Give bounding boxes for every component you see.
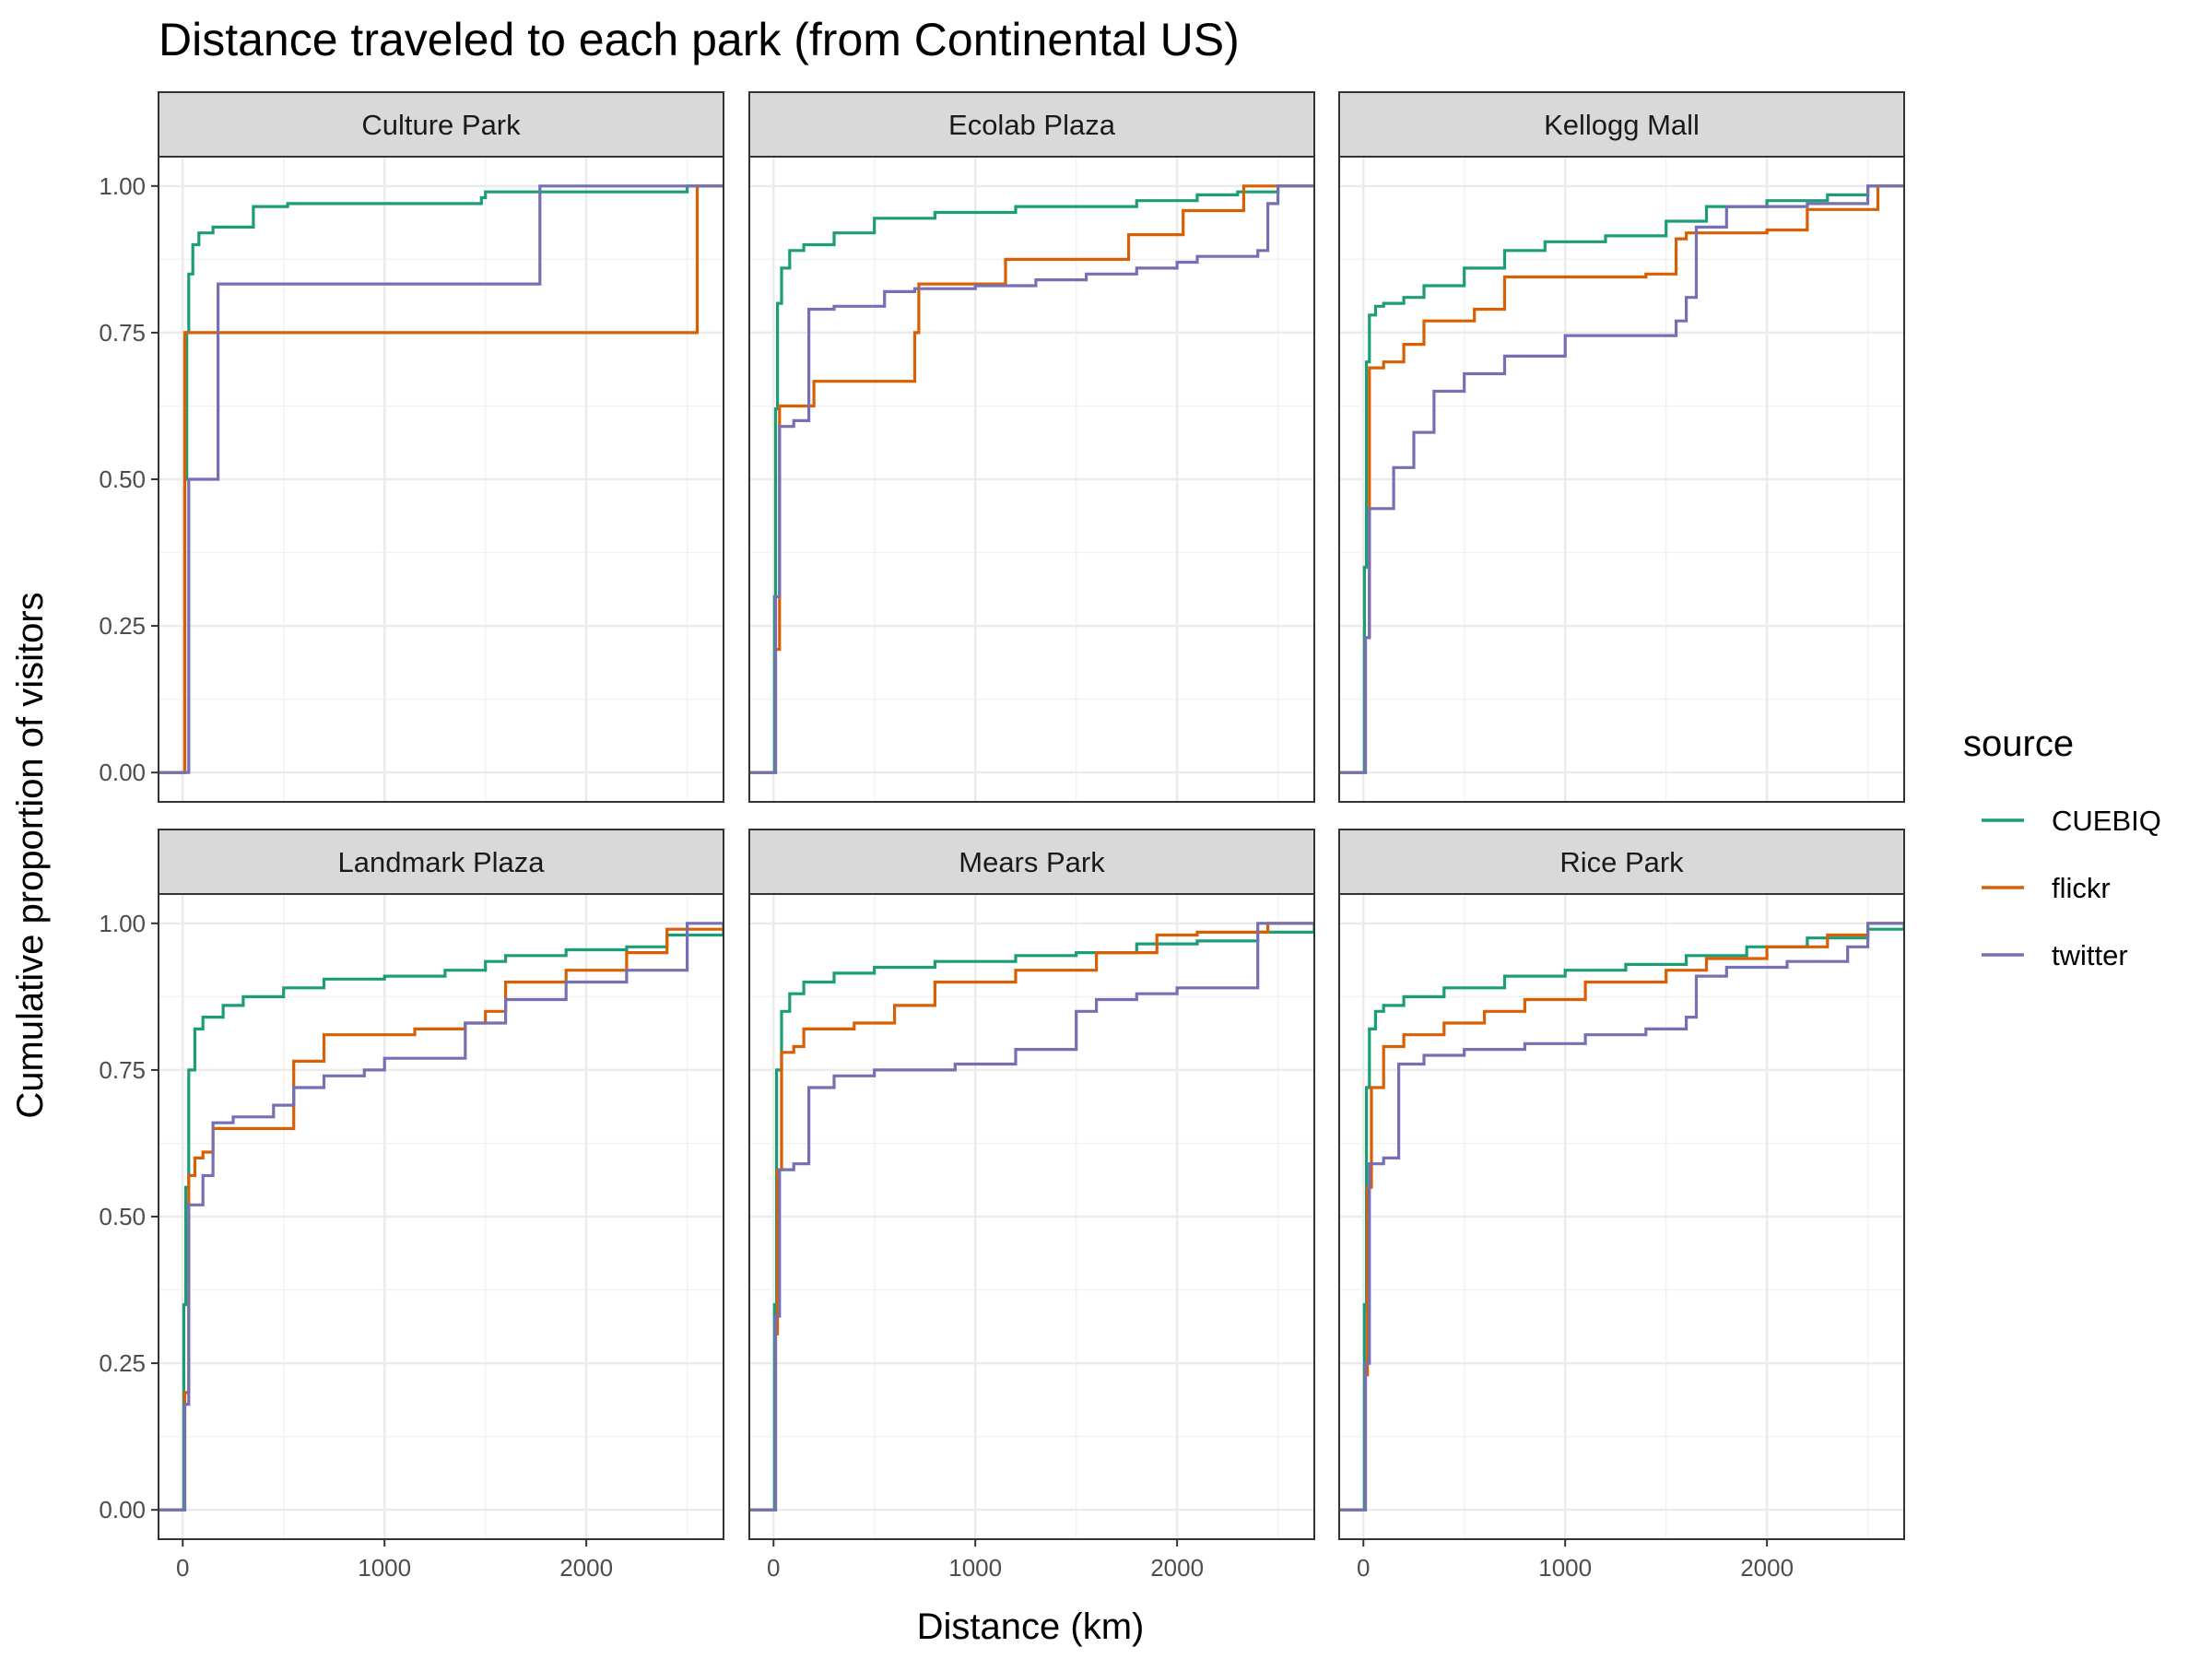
facet-strip-label: Kellogg Mall	[1544, 109, 1700, 141]
facet-strip	[1338, 829, 1905, 895]
x-axis-title: Distance (km)	[917, 1606, 1145, 1647]
series-flickr	[159, 923, 724, 1512]
chart-title: Distance traveled to each park (from Con…	[159, 14, 1240, 65]
series-lines	[1339, 922, 1904, 1512]
facet-rice-park: Rice Park 0 1000 2000	[1338, 829, 1905, 1582]
x-tick-label: 0	[767, 1554, 780, 1582]
y-tick-label: 0.50	[99, 1203, 146, 1230]
x-tick-label: 1000	[358, 1554, 411, 1582]
x-tick-label: 0	[1357, 1554, 1370, 1582]
x-tick-label: 1000	[1538, 1554, 1592, 1582]
series-cuebiq	[749, 184, 1314, 774]
series-lines	[159, 184, 724, 774]
series-cuebiq	[159, 184, 724, 774]
y-tick-label: 0.75	[99, 1056, 146, 1084]
grid-lines	[749, 894, 1314, 1539]
facet-strip-label: Landmark Plaza	[337, 846, 545, 878]
series-flickr	[1339, 184, 1904, 774]
facet-strip	[158, 91, 724, 158]
legend-label: flickr	[2052, 872, 2111, 904]
y-tick-label: 0.50	[99, 465, 146, 493]
series-twitter	[749, 184, 1314, 774]
x-tick-label: 2000	[559, 1554, 613, 1582]
panel-border	[1338, 156, 1905, 803]
series-lines	[749, 922, 1314, 1512]
panel-border	[748, 156, 1315, 803]
legend: source CUEBIQ flickr twitter	[1963, 724, 2161, 971]
series-flickr	[749, 184, 1314, 774]
facet-strip-label: Rice Park	[1559, 846, 1684, 878]
facet-mears-park: Mears Park 0 1000 2000	[748, 829, 1315, 1582]
facet-panels: Culture Park 0.00 0.25 0.50 0.75 1.00 Ecolab P…	[99, 91, 1905, 1582]
y-tick-label: 1.00	[99, 910, 146, 937]
x-tick-label: 0	[176, 1554, 189, 1582]
series-flickr	[749, 922, 1314, 1512]
facet-culture-park: Culture Park 0.00 0.25 0.50 0.75 1.00	[99, 91, 724, 803]
y-axis-title: Cumulative proportion of visitors	[10, 592, 51, 1118]
series-lines	[1339, 184, 1904, 774]
series-cuebiq	[749, 923, 1314, 1512]
facet-landmark-plaza: Landmark Plaza 0.00 0.25 0.50 0.75 1.00 0 1000 2…	[99, 829, 724, 1582]
y-tick-label: 0.00	[99, 759, 146, 786]
series-twitter	[159, 184, 724, 774]
panel-border	[1338, 893, 1905, 1540]
grid-lines	[1339, 157, 1904, 802]
y-tick-label: 1.00	[99, 172, 146, 200]
y-tick-label: 0.00	[99, 1496, 146, 1524]
x-tick-label: 1000	[948, 1554, 1002, 1582]
series-flickr	[1339, 922, 1904, 1512]
y-tick-label: 0.25	[99, 612, 146, 640]
legend-label: CUEBIQ	[2052, 805, 2161, 837]
facet-strip-label: Mears Park	[959, 846, 1105, 878]
series-twitter	[159, 922, 724, 1512]
y-tick-label: 0.75	[99, 319, 146, 347]
legend-title: source	[1963, 724, 2074, 764]
facet-kellogg-mall: Kellogg Mall	[1338, 91, 1905, 803]
panel-border	[748, 893, 1315, 1540]
facet-strip	[158, 829, 724, 895]
facet-strip	[1338, 91, 1905, 158]
series-lines	[749, 184, 1314, 774]
x-tick-label: 2000	[1740, 1554, 1794, 1582]
y-tick-label: 0.25	[99, 1349, 146, 1377]
facet-strip	[748, 829, 1315, 895]
series-cuebiq	[1339, 184, 1904, 774]
legend-label: twitter	[2052, 939, 2128, 971]
legend-item-cuebiq: CUEBIQ	[1982, 805, 2161, 837]
x-tick-label: 2000	[1150, 1554, 1204, 1582]
legend-item-flickr: flickr	[1982, 872, 2111, 904]
series-twitter	[749, 922, 1314, 1512]
series-twitter	[1339, 184, 1904, 774]
series-lines	[159, 922, 724, 1512]
facet-strip	[748, 91, 1315, 158]
facet-strip-label: Culture Park	[361, 109, 521, 141]
series-twitter	[1339, 922, 1904, 1512]
legend-item-twitter: twitter	[1982, 939, 2128, 971]
facet-strip-label: Ecolab Plaza	[948, 109, 1116, 141]
facet-ecolab-plaza: Ecolab Plaza	[748, 91, 1315, 803]
grid-lines	[159, 157, 724, 802]
